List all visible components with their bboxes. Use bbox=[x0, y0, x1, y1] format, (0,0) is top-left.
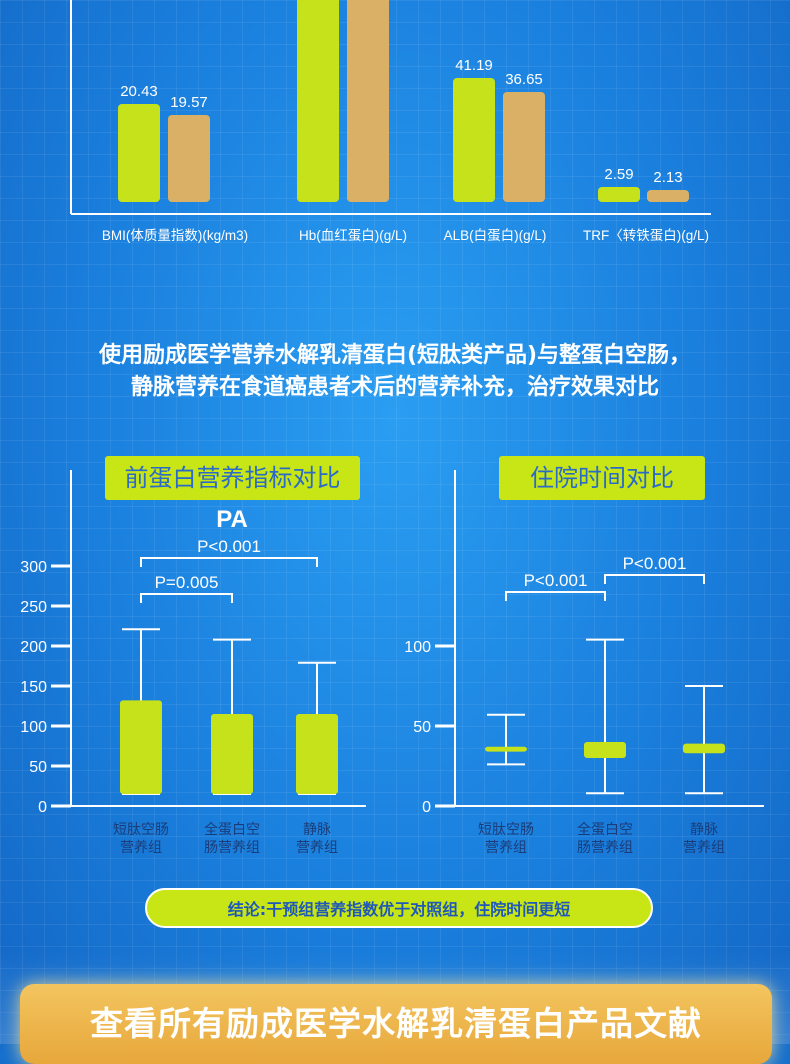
y-tick-label: 250 bbox=[20, 599, 47, 616]
category-label: 全蛋白空 bbox=[577, 821, 633, 837]
category-label: 营养组 bbox=[485, 839, 527, 855]
data-label: 2.59 bbox=[604, 166, 633, 183]
significance-bracket bbox=[604, 574, 705, 584]
bar-series-a bbox=[453, 78, 495, 202]
significance-bracket bbox=[140, 593, 233, 603]
data-label: 2.13 bbox=[653, 169, 682, 186]
p-value-label: P<0.001 bbox=[623, 554, 687, 573]
data-label: 36.65 bbox=[505, 71, 543, 88]
p-value-label: P<0.001 bbox=[524, 571, 588, 590]
category-label: 营养组 bbox=[683, 839, 725, 855]
y-tick-label: 100 bbox=[20, 719, 47, 736]
significance-bracket bbox=[140, 557, 318, 567]
bar-series-a bbox=[598, 187, 640, 202]
category-label: 静脉 bbox=[303, 821, 331, 837]
view-all-literature-button[interactable]: 查看所有励成医学水解乳清蛋白产品文献 bbox=[20, 984, 772, 1064]
box bbox=[485, 746, 527, 752]
bar-series-b bbox=[347, 0, 389, 202]
category-label: 短肽空肠 bbox=[113, 821, 169, 837]
p-value-label: P=0.005 bbox=[155, 573, 219, 592]
bar-series-b bbox=[647, 190, 689, 202]
y-tick-label: 0 bbox=[38, 799, 47, 816]
bar-series-a bbox=[118, 104, 160, 202]
y-tick-label: 300 bbox=[20, 559, 47, 576]
y-tick-label: 50 bbox=[413, 719, 431, 736]
bar-chart: 20.43 19.57 41.19 36.65 2.59 2.13 BMI(体质量指数)(k… bbox=[70, 0, 711, 243]
right-panel-title: 住院时间对比 bbox=[499, 456, 705, 500]
headline-line-2: 静脉营养在食道癌患者术后的营养补充，治疗效果对比 bbox=[130, 375, 659, 400]
y-tick-label: 100 bbox=[404, 639, 431, 656]
bar-series-a bbox=[297, 0, 339, 202]
category-label: TRF〈转铁蛋白)(g/L) bbox=[583, 228, 709, 243]
box bbox=[584, 742, 626, 758]
box bbox=[120, 700, 162, 794]
category-label: ALB(白蛋白)(g/L) bbox=[444, 228, 547, 243]
data-label: 19.57 bbox=[170, 94, 208, 111]
category-label: 静脉 bbox=[690, 821, 718, 837]
box bbox=[211, 714, 253, 794]
y-tick-label: 200 bbox=[20, 639, 47, 656]
category-label: 营养组 bbox=[120, 839, 162, 855]
category-label: 全蛋白空 bbox=[204, 821, 260, 837]
category-label: Hb(血红蛋白)(g/L) bbox=[299, 228, 407, 243]
category-label: 营养组 bbox=[296, 839, 338, 855]
chart-title: PA bbox=[216, 506, 248, 533]
data-label: 41.19 bbox=[455, 57, 493, 74]
category-label: 短肽空肠 bbox=[478, 821, 534, 837]
left-panel-title: 前蛋白营养指标对比 bbox=[105, 456, 360, 500]
p-value-label: P<0.001 bbox=[197, 537, 261, 556]
box bbox=[296, 714, 338, 794]
y-tick-label: 50 bbox=[29, 759, 47, 776]
y-tick-label: 0 bbox=[422, 799, 431, 816]
bar-series-b bbox=[503, 92, 545, 202]
conclusion-banner: 结论:干预组营养指数优于对照组，住院时间更短 bbox=[145, 888, 653, 928]
data-label: 20.43 bbox=[120, 83, 158, 100]
significance-bracket bbox=[505, 591, 606, 601]
bar-series-b bbox=[168, 115, 210, 202]
headline-line-1: 使用励成医学营养水解乳清蛋白(短肽类产品)与整蛋白空肠， bbox=[98, 343, 692, 368]
category-label: 肠营养组 bbox=[577, 839, 633, 855]
category-label: 肠营养组 bbox=[204, 839, 260, 855]
category-label: BMI(体质量指数)(kg/m3) bbox=[102, 228, 248, 243]
box bbox=[683, 743, 725, 754]
y-tick-label: 150 bbox=[20, 679, 47, 696]
